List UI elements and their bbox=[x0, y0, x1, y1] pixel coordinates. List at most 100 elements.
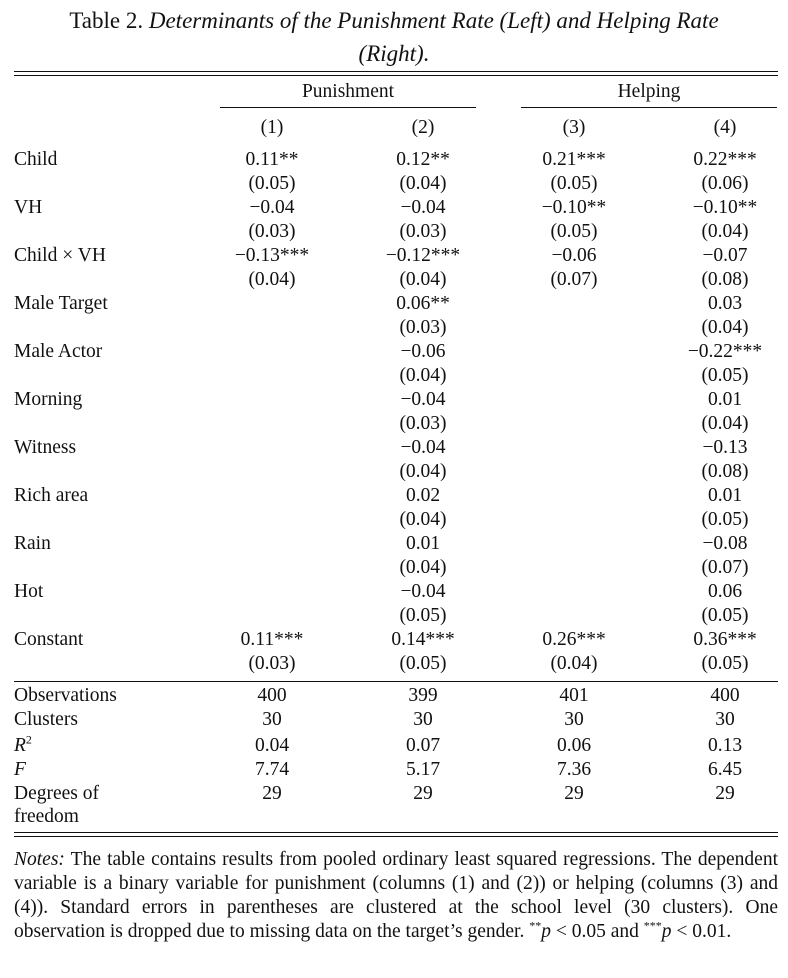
row-label: Male Target bbox=[14, 293, 108, 314]
coefficient-cell: 0.01 bbox=[405, 533, 441, 554]
notes-lead: Notes: bbox=[14, 849, 65, 870]
sig-rest-2: < 0.01. bbox=[671, 921, 732, 942]
stat-cell: 0.06 bbox=[556, 735, 592, 756]
std-error-cell: (0.04) bbox=[701, 317, 749, 338]
row-label: Male Actor bbox=[14, 341, 103, 362]
std-error-cell: (0.05) bbox=[399, 653, 447, 674]
sig-mark-1: ** bbox=[529, 918, 542, 933]
coefficient-cell: −0.10** bbox=[692, 197, 758, 218]
std-error-cell: (0.04) bbox=[399, 365, 447, 386]
column-header-1: (1) bbox=[260, 117, 284, 138]
row-label: VH bbox=[14, 197, 43, 218]
table-number: Table 2. bbox=[69, 8, 144, 33]
stat-cell: 6.45 bbox=[707, 759, 743, 780]
coefficient-cell: 0.01 bbox=[707, 485, 743, 506]
std-error-cell: (0.03) bbox=[399, 221, 447, 242]
std-error-cell: (0.04) bbox=[550, 653, 598, 674]
row-label: Child bbox=[14, 149, 58, 170]
column-header-4: (4) bbox=[713, 117, 737, 138]
coefficient-cell: 0.21*** bbox=[542, 149, 606, 170]
row-label: Child × VH bbox=[14, 245, 106, 266]
coefficient-cell: −0.13 bbox=[702, 437, 748, 458]
stat-cell: 0.04 bbox=[254, 735, 290, 756]
table-caption-line2: (Right). bbox=[358, 41, 430, 66]
r-squared-symbol: R bbox=[14, 735, 26, 756]
coefficient-cell: 0.06** bbox=[396, 293, 450, 314]
stat-cell: 7.74 bbox=[254, 759, 290, 780]
std-error-cell: (0.08) bbox=[701, 269, 749, 290]
coefficient-cell: 0.11** bbox=[245, 149, 299, 170]
coefficient-cell: −0.04 bbox=[400, 389, 446, 410]
coefficient-cell: −0.22*** bbox=[687, 341, 763, 362]
sig-p-2: p bbox=[661, 921, 672, 942]
coefficient-cell: −0.07 bbox=[702, 245, 748, 266]
stat-cell: 30 bbox=[715, 709, 735, 730]
row-label: Rich area bbox=[14, 485, 89, 506]
coefficient-cell: 0.03 bbox=[707, 293, 743, 314]
coefficient-cell: −0.13*** bbox=[234, 245, 310, 266]
notes-body: The table contains results from pooled o… bbox=[14, 849, 778, 942]
group-underline-punishment bbox=[220, 107, 476, 108]
group-underline-helping bbox=[521, 107, 777, 108]
coefficient-cell: −0.10** bbox=[541, 197, 607, 218]
stat-cell: 399 bbox=[408, 685, 438, 706]
coefficient-cell: 0.22*** bbox=[693, 149, 757, 170]
sig-p-1: p bbox=[541, 921, 551, 942]
std-error-cell: (0.07) bbox=[550, 269, 598, 290]
coefficient-cell: −0.06 bbox=[400, 341, 446, 362]
group-header-helping: Helping bbox=[617, 81, 681, 102]
std-error-cell: (0.04) bbox=[701, 413, 749, 434]
row-label: Morning bbox=[14, 389, 83, 410]
r-squared-exponent: 2 bbox=[25, 732, 32, 747]
mid-rule bbox=[14, 681, 778, 682]
coefficient-cell: 0.06 bbox=[707, 581, 743, 602]
std-error-cell: (0.04) bbox=[399, 173, 447, 194]
row-label: Degrees of bbox=[14, 783, 99, 804]
stat-cell: 30 bbox=[564, 709, 584, 730]
std-error-cell: (0.04) bbox=[399, 509, 447, 530]
coefficient-cell: 0.36*** bbox=[693, 629, 757, 650]
stat-cell: 401 bbox=[559, 685, 589, 706]
std-error-cell: (0.04) bbox=[248, 269, 296, 290]
std-error-cell: (0.05) bbox=[399, 605, 447, 626]
coefficient-cell: 0.01 bbox=[707, 389, 743, 410]
coefficient-cell: 0.02 bbox=[405, 485, 441, 506]
sig-mark-2: *** bbox=[643, 918, 662, 933]
sig-rest-1: < 0.05 and bbox=[550, 921, 644, 942]
stat-cell: 29 bbox=[413, 783, 433, 804]
std-error-cell: (0.03) bbox=[399, 413, 447, 434]
coefficient-cell: 0.26*** bbox=[542, 629, 606, 650]
std-error-cell: (0.03) bbox=[399, 317, 447, 338]
table-caption-line1: Determinants of the Punishment Rate (Lef… bbox=[148, 8, 719, 33]
coefficient-cell: 0.14*** bbox=[391, 629, 455, 650]
std-error-cell: (0.04) bbox=[701, 221, 749, 242]
coefficient-cell: −0.04 bbox=[249, 197, 295, 218]
std-error-cell: (0.05) bbox=[550, 173, 598, 194]
coefficient-cell: −0.04 bbox=[400, 197, 446, 218]
stat-cell: 29 bbox=[564, 783, 584, 804]
row-label: F bbox=[14, 759, 26, 780]
coefficient-cell: 0.12** bbox=[396, 149, 450, 170]
column-header-3: (3) bbox=[562, 117, 586, 138]
std-error-cell: (0.04) bbox=[399, 269, 447, 290]
std-error-cell: (0.03) bbox=[248, 221, 296, 242]
row-label: Witness bbox=[14, 437, 77, 458]
row-label: R2 bbox=[14, 734, 32, 758]
stat-cell: 29 bbox=[262, 783, 282, 804]
std-error-cell: (0.05) bbox=[701, 365, 749, 386]
column-header-2: (2) bbox=[411, 117, 435, 138]
row-label-continued: freedom bbox=[14, 806, 79, 827]
std-error-cell: (0.05) bbox=[701, 509, 749, 530]
coefficient-cell: −0.12*** bbox=[385, 245, 461, 266]
bottom-rule-second bbox=[14, 836, 778, 837]
std-error-cell: (0.03) bbox=[248, 653, 296, 674]
std-error-cell: (0.05) bbox=[701, 605, 749, 626]
coefficient-cell: 0.11*** bbox=[240, 629, 304, 650]
row-label: Constant bbox=[14, 629, 84, 650]
coefficient-cell: −0.08 bbox=[702, 533, 748, 554]
row-label: Observations bbox=[14, 685, 117, 706]
row-label: Rain bbox=[14, 533, 51, 554]
group-header-punishment: Punishment bbox=[301, 81, 395, 102]
table-notes: Notes: The table contains results from p… bbox=[14, 848, 778, 944]
